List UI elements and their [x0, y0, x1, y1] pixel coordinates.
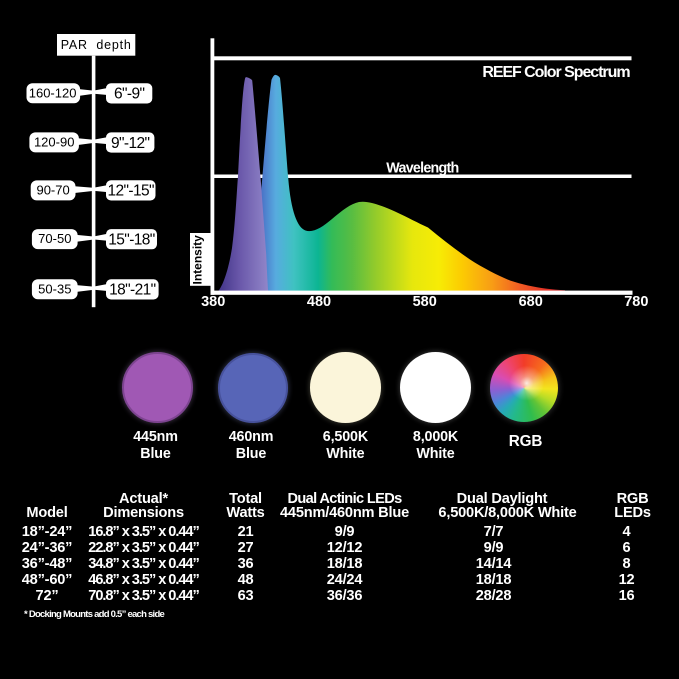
- svg-text:18"-21": 18"-21": [109, 282, 156, 299]
- svg-text:15"-18": 15"-18": [108, 232, 155, 249]
- svg-text:PAR depth: PAR depth: [61, 38, 132, 52]
- svg-text:12"-15": 12"-15": [107, 183, 154, 200]
- svg-text:6"-9": 6"-9": [114, 86, 145, 103]
- svg-text:REEF Color Spectrum: REEF Color Spectrum: [482, 64, 630, 81]
- svg-text:90-70: 90-70: [36, 183, 69, 198]
- svg-text:380: 380: [201, 294, 225, 310]
- svg-text:9"-12": 9"-12": [111, 135, 150, 152]
- svg-text:Wavelength: Wavelength: [386, 160, 458, 176]
- svg-text:70-50: 70-50: [38, 231, 71, 246]
- svg-text:160-120: 160-120: [29, 85, 77, 100]
- svg-text:680: 680: [519, 294, 543, 310]
- svg-text:50-35: 50-35: [38, 281, 71, 296]
- svg-text:780: 780: [624, 294, 648, 310]
- svg-text:480: 480: [307, 294, 331, 310]
- svg-text:580: 580: [413, 294, 437, 310]
- svg-text:120-90: 120-90: [34, 135, 74, 150]
- svg-text:Intensity: Intensity: [191, 235, 205, 285]
